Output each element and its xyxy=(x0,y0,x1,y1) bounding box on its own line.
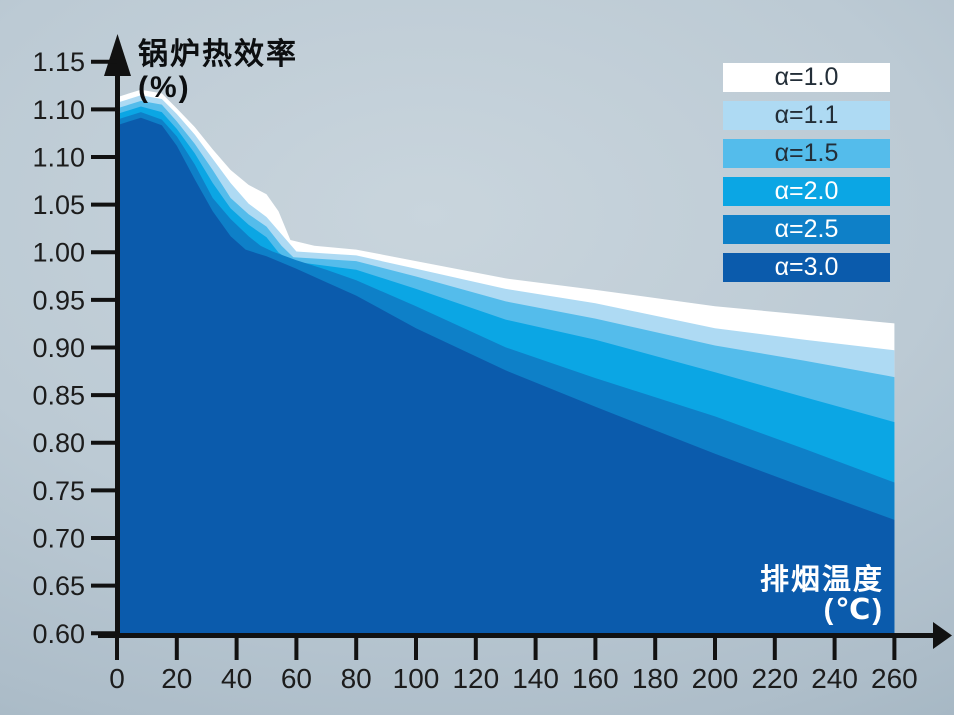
x-tick-label: 240 xyxy=(811,663,858,694)
legend-item-alpha-1.1: α=1.1 xyxy=(723,101,890,130)
x-tick-label: 260 xyxy=(871,663,918,694)
y-axis-unit: (%) xyxy=(138,71,191,104)
y-axis-arrow-icon xyxy=(104,34,131,76)
legend-label: α=2.5 xyxy=(774,215,839,243)
x-tick-label: 160 xyxy=(572,663,619,694)
legend-item-alpha-2.0: α=2.0 xyxy=(723,177,890,206)
x-tick-label: 80 xyxy=(341,663,372,694)
y-axis-title: 锅炉热效率 (%) xyxy=(138,38,298,104)
y-tick-label: 0.65 xyxy=(32,571,85,601)
legend-label: α=1.1 xyxy=(774,101,839,129)
y-tick-label: 1.05 xyxy=(32,190,85,220)
legend-label: α=3.0 xyxy=(774,253,839,281)
x-tick-label: 220 xyxy=(751,663,798,694)
y-tick-label: 0.60 xyxy=(32,619,85,649)
x-tick-label: 180 xyxy=(632,663,679,694)
x-axis-arrow-icon xyxy=(933,622,952,649)
legend-item-alpha-1.5: α=1.5 xyxy=(723,139,890,168)
legend-item-alpha-1.0: α=1.0 xyxy=(723,63,890,92)
y-tick-label: 1.00 xyxy=(32,238,85,268)
x-tick-label: 120 xyxy=(452,663,499,694)
x-tick-label: 140 xyxy=(512,663,559,694)
y-tick-label: 0.95 xyxy=(32,285,85,315)
x-tick-label: 100 xyxy=(393,663,440,694)
x-tick-label: 40 xyxy=(221,663,252,694)
x-axis-title: 排烟温度 (℃) xyxy=(760,565,884,625)
x-axis-unit: (℃) xyxy=(823,594,884,626)
y-tick-label: 0.80 xyxy=(32,428,85,458)
x-tick-label: 60 xyxy=(281,663,312,694)
y-tick-label: 0.85 xyxy=(32,381,85,411)
x-tick-label: 200 xyxy=(692,663,739,694)
legend-item-alpha-3.0: α=3.0 xyxy=(723,253,890,282)
y-tick-label: 1.15 xyxy=(32,47,85,77)
x-axis-title-text: 排烟温度 xyxy=(759,564,884,596)
x-tick-label: 20 xyxy=(161,663,192,694)
y-tick-label: 1.10 xyxy=(32,142,85,172)
legend-label: α=1.0 xyxy=(774,63,839,91)
x-tick-label: 0 xyxy=(109,663,125,694)
legend-item-alpha-2.5: α=2.5 xyxy=(723,215,890,244)
legend-label: α=1.5 xyxy=(774,139,839,167)
y-tick-label: 0.70 xyxy=(32,524,85,554)
y-tick-label: 1.10 xyxy=(32,95,85,125)
y-axis-title-text: 锅炉热效率 xyxy=(138,38,298,71)
y-tick-label: 0.90 xyxy=(32,333,85,363)
legend: α=1.0 α=1.1 α=1.5 α=2.0 α=2.5 α=3.0 xyxy=(723,63,890,282)
legend-label: α=2.0 xyxy=(774,177,839,205)
y-tick-label: 0.75 xyxy=(32,476,85,506)
